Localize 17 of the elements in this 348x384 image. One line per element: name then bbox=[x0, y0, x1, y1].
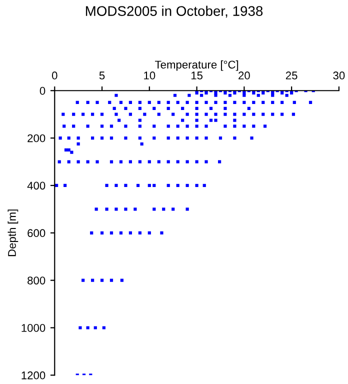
chart-title: MODS2005 in October, 1938 bbox=[86, 6, 263, 18]
y-tick-label: 200 bbox=[28, 134, 46, 142]
x-tick-label: 30 bbox=[333, 72, 345, 80]
x-axis-title: Temperature [°C] bbox=[155, 60, 238, 71]
x-tick-label: 15 bbox=[191, 72, 203, 80]
x-tick-label: 25 bbox=[286, 72, 298, 80]
x-tick-label: 10 bbox=[144, 72, 156, 80]
x-tick-label: 5 bbox=[99, 72, 105, 80]
y-tick-label: 400 bbox=[27, 182, 46, 190]
x-tick-label: 20 bbox=[238, 72, 250, 80]
y-tick-label: 1200 bbox=[22, 371, 46, 380]
y-tick-label: 800 bbox=[28, 276, 46, 284]
y-tick-label: 0 bbox=[40, 86, 46, 95]
y-tick-label: 600 bbox=[28, 229, 46, 238]
y-tick-label: 1000 bbox=[22, 324, 46, 332]
y-axis-title: Depth [m] bbox=[8, 210, 18, 256]
x-tick-label: 0 bbox=[52, 72, 58, 80]
